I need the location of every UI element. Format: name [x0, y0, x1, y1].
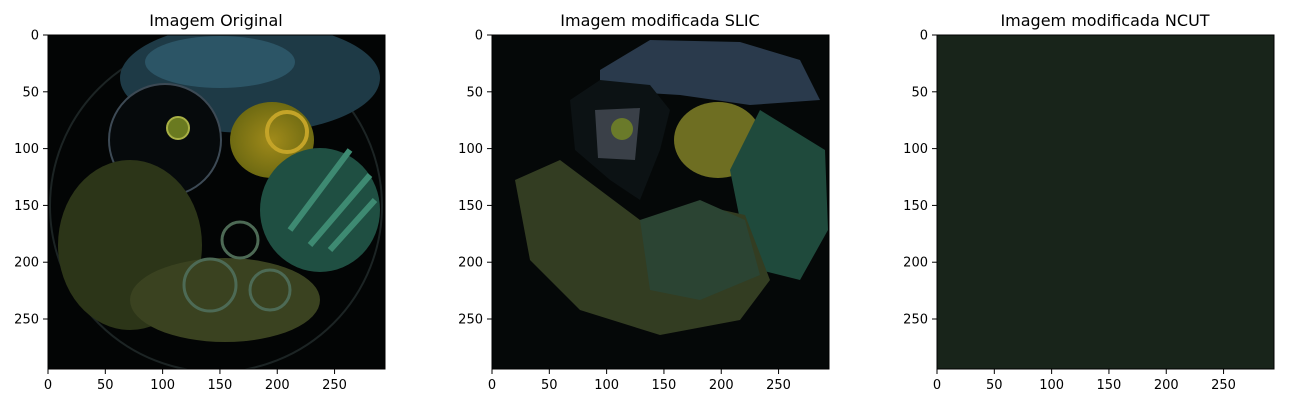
- x-tick-label: 150: [652, 378, 677, 393]
- axes-frame: [491, 34, 830, 370]
- panel-ncut: Imagem modificada NCUT 0 50 100 150 200 250 0…: [903, 11, 1275, 393]
- x-tick-label: 100: [150, 378, 175, 393]
- teal-streaks: [287, 148, 378, 253]
- blue-colony-center: [145, 36, 295, 88]
- y-tick-label: 0: [475, 29, 483, 44]
- x-tick-label: 250: [322, 378, 347, 393]
- axes-frame: [47, 34, 386, 370]
- y-axis: 0 50 100 150 200 250: [903, 29, 937, 328]
- panel-original: Imagem Original 0 50 100 150 200 250 0 50 100 15…: [14, 11, 386, 393]
- panel-slic: Imagem modificada SLIC 0 50 100 150 200 250 0…: [458, 11, 830, 393]
- segment-green-mid: [640, 200, 760, 300]
- panel-title: Imagem Original: [149, 11, 282, 30]
- panel-title: Imagem modificada SLIC: [560, 11, 759, 30]
- swirl-3: [220, 220, 260, 260]
- y-tick-label: 100: [903, 142, 928, 157]
- olive-colony-bottom: [130, 258, 320, 342]
- x-tick-label: 200: [1154, 378, 1179, 393]
- swirl-1: [182, 257, 238, 313]
- y-axis: 0 50 100 150 200 250: [14, 29, 48, 328]
- x-tick-label: 100: [594, 378, 619, 393]
- x-axis: 0 50 100 150 200 250: [933, 369, 1236, 393]
- y-tick-label: 200: [458, 256, 483, 271]
- segment-teal: [730, 110, 828, 280]
- y-tick-label: 150: [458, 199, 483, 214]
- y-tick-label: 0: [31, 29, 39, 44]
- y-tick-label: 200: [903, 256, 928, 271]
- x-tick-label: 0: [933, 378, 941, 393]
- y-tick-label: 250: [458, 313, 483, 328]
- y-tick-label: 100: [14, 142, 39, 157]
- x-tick-label: 100: [1039, 378, 1064, 393]
- x-tick-label: 200: [709, 378, 734, 393]
- small-green-colony: [166, 116, 190, 140]
- y-tick-label: 150: [903, 199, 928, 214]
- x-tick-label: 0: [44, 378, 52, 393]
- y-tick-label: 50: [911, 85, 928, 100]
- swirl-2: [248, 268, 292, 312]
- x-tick-label: 250: [1211, 378, 1236, 393]
- y-tick-label: 50: [22, 85, 39, 100]
- segment-small-green: [611, 118, 633, 140]
- x-tick-label: 150: [208, 378, 233, 393]
- teal-colony: [260, 148, 380, 272]
- x-tick-label: 150: [1097, 378, 1122, 393]
- y-axis: 0 50 100 150 200 250: [458, 29, 492, 328]
- y-tick-label: 200: [14, 256, 39, 271]
- panel-title: Imagem modificada NCUT: [1000, 11, 1209, 30]
- y-tick-label: 50: [466, 85, 483, 100]
- x-tick-label: 250: [766, 378, 791, 393]
- image-ncut: [937, 35, 1274, 369]
- yellow-colony-ring: [265, 110, 309, 154]
- axes-frame: [936, 34, 1275, 370]
- y-tick-label: 100: [458, 142, 483, 157]
- x-tick-label: 50: [97, 378, 114, 393]
- x-tick-label: 50: [541, 378, 558, 393]
- x-tick-label: 50: [986, 378, 1003, 393]
- image-original: [48, 35, 385, 369]
- y-tick-label: 250: [14, 313, 39, 328]
- y-tick-label: 150: [14, 199, 39, 214]
- segment-blue: [600, 40, 820, 105]
- image-slic: [492, 35, 829, 369]
- x-axis: 0 50 100 150 200 250: [488, 369, 791, 393]
- x-tick-label: 0: [488, 378, 496, 393]
- y-tick-label: 0: [920, 29, 928, 44]
- image-background: [937, 35, 1274, 369]
- y-tick-label: 250: [903, 313, 928, 328]
- x-tick-label: 200: [265, 378, 290, 393]
- x-axis: 0 50 100 150 200 250: [44, 369, 347, 393]
